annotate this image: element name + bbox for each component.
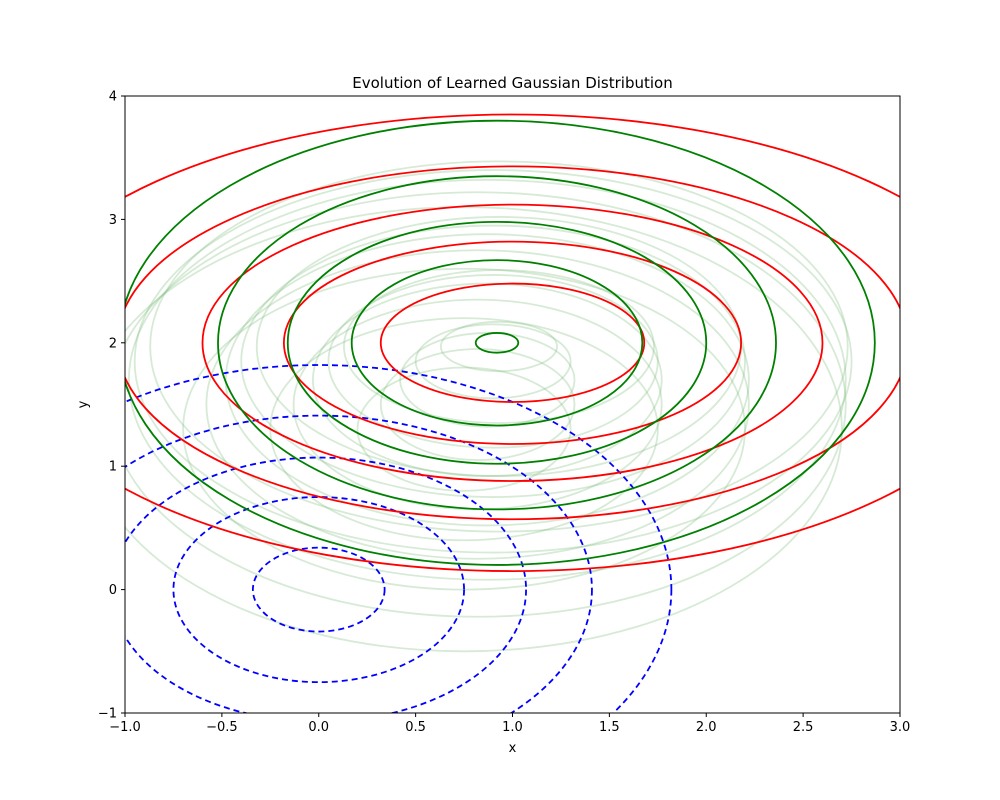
chart-title: Evolution of Learned Gaussian Distributi… bbox=[352, 74, 672, 92]
x-tick-label: 1.0 bbox=[502, 720, 523, 735]
learned-history-contour bbox=[205, 249, 750, 560]
learned-history-contour bbox=[439, 320, 558, 373]
x-axis: −1.0 −0.5 0.0 0.5 1.0 1.5 2.0 2.5 3.0 bbox=[109, 713, 910, 735]
learned-history-contour bbox=[127, 179, 847, 581]
initial-contour bbox=[125, 414, 593, 713]
initial-contour bbox=[125, 364, 673, 713]
initial-contour bbox=[172, 496, 465, 684]
y-tick-label: −1 bbox=[98, 707, 117, 722]
learned-history-contour bbox=[269, 317, 659, 542]
y-tick-label: 2 bbox=[109, 336, 117, 351]
learned-history-contour bbox=[240, 224, 746, 498]
learned-history-contour bbox=[292, 298, 663, 511]
learned-history-contour bbox=[399, 332, 576, 428]
learned-final-contour bbox=[350, 259, 644, 427]
x-tick-label: 0.0 bbox=[308, 720, 329, 735]
learned-history-contour bbox=[379, 348, 576, 461]
y-tick-label: 4 bbox=[109, 90, 117, 105]
learned-final-contour bbox=[125, 119, 876, 566]
learned-history-contour bbox=[356, 366, 572, 492]
x-tick-label: 2.0 bbox=[696, 720, 717, 735]
learned-history-contour bbox=[312, 282, 663, 477]
learned-history-contour bbox=[125, 191, 847, 618]
learned-final-contour bbox=[217, 175, 777, 511]
x-tick-label: 0.5 bbox=[405, 720, 426, 735]
y-axis: −1 0 1 2 3 4 bbox=[98, 90, 125, 722]
x-tick-label: 1.5 bbox=[599, 720, 620, 735]
target-contour bbox=[201, 203, 824, 482]
learned-final-contour bbox=[286, 220, 708, 465]
contour-layer bbox=[125, 113, 900, 713]
target-contour bbox=[282, 240, 743, 445]
target-contour bbox=[125, 165, 900, 521]
learned-history-contour bbox=[149, 160, 849, 533]
learned-history-contour bbox=[343, 269, 655, 424]
learned-history-contour bbox=[414, 323, 572, 400]
learned-history-contour bbox=[224, 233, 750, 527]
y-tick-label: 3 bbox=[109, 213, 117, 228]
learned-history-contour bbox=[327, 274, 659, 449]
initial-contour bbox=[251, 546, 386, 633]
target-contour bbox=[379, 282, 646, 403]
y-tick-label: 0 bbox=[109, 583, 117, 598]
y-tick-label: 1 bbox=[109, 460, 117, 475]
learned-history-contour bbox=[255, 216, 743, 477]
x-axis-label: x bbox=[509, 741, 517, 756]
learned-history-contour bbox=[133, 169, 853, 554]
target-contour bbox=[125, 113, 900, 572]
x-tick-label: 3.0 bbox=[890, 720, 911, 735]
x-tick-label: 2.5 bbox=[793, 720, 814, 735]
y-axis-label: y bbox=[76, 400, 91, 408]
learned-final-contour bbox=[474, 332, 520, 354]
x-tick-label: −1.0 bbox=[109, 720, 141, 735]
initial-contour bbox=[125, 456, 527, 713]
plot-frame bbox=[124, 95, 901, 714]
x-tick-label: −0.5 bbox=[206, 720, 238, 735]
